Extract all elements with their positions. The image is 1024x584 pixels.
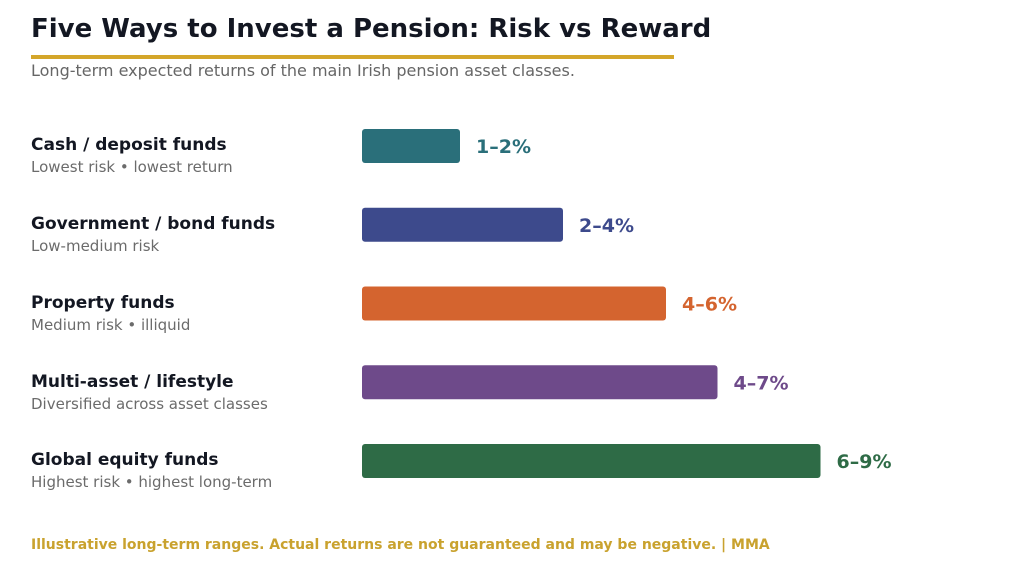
data-label-2: 4–6% <box>682 294 737 316</box>
category-description: Low-medium risk <box>31 237 160 255</box>
category-label-cash: Cash / deposit funds Lowest risk • lowes… <box>31 135 233 177</box>
data-label-1: 2–4% <box>579 215 634 237</box>
category-name: Government / bond funds <box>31 214 276 234</box>
bar-0 <box>362 129 460 163</box>
bar-3 <box>362 365 718 400</box>
title-underline <box>31 55 674 59</box>
category-label-equity: Global equity funds Highest risk • highe… <box>31 450 272 492</box>
chart-title: Five Ways to Invest a Pension: Risk vs R… <box>31 14 712 44</box>
category-label-multi-asset: Multi-asset / lifestyle Diversified acro… <box>31 372 268 414</box>
category-description: Medium risk • illiquid <box>31 316 191 334</box>
category-name: Cash / deposit funds <box>31 135 227 155</box>
category-label-bonds: Government / bond funds Low-medium risk <box>31 214 275 256</box>
bar-2 <box>362 286 666 321</box>
category-description: Lowest risk • lowest return <box>31 158 233 176</box>
category-description: Highest risk • highest long-term <box>31 473 273 491</box>
data-label-4: 6–9% <box>837 451 892 473</box>
category-name: Multi-asset / lifestyle <box>31 372 234 392</box>
category-name: Property funds <box>31 293 175 313</box>
bar-1 <box>362 207 563 242</box>
bar-4 <box>362 444 821 478</box>
footer-note: Illustrative long-term ranges. Actual re… <box>31 537 770 553</box>
category-name: Global equity funds <box>31 450 219 470</box>
data-label-3: 4–7% <box>734 372 789 394</box>
chart-subtitle: Long-term expected returns of the main I… <box>31 61 575 80</box>
category-label-property: Property funds Medium risk • illiquid <box>31 293 190 335</box>
category-description: Diversified across asset classes <box>31 395 268 413</box>
data-label-0: 1–2% <box>476 136 531 158</box>
